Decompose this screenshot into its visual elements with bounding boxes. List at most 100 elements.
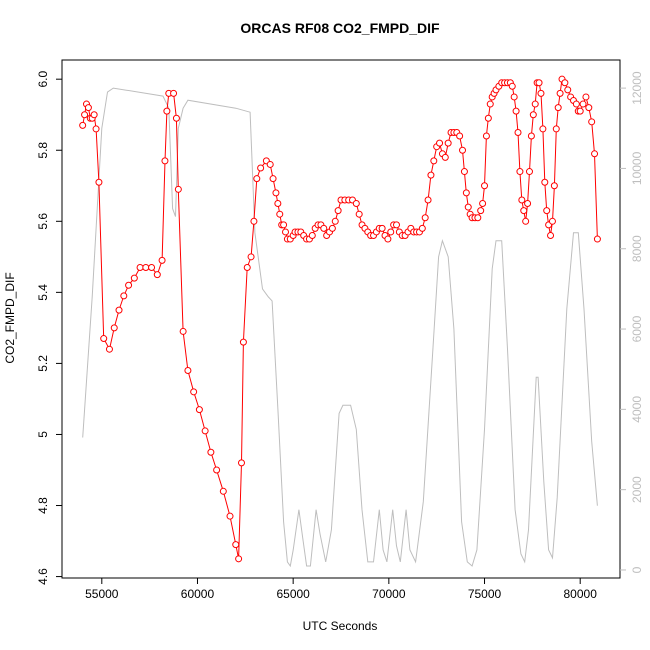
x-tick-label: 60000	[181, 587, 215, 601]
data-point	[195, 406, 203, 414]
data-point	[163, 107, 171, 115]
data-point	[537, 89, 545, 97]
data-point	[477, 207, 485, 215]
data-point	[556, 89, 564, 97]
data-point	[481, 182, 489, 190]
data-point	[548, 217, 556, 225]
data-point	[529, 111, 537, 119]
data-point	[421, 214, 429, 222]
data-point	[105, 345, 113, 353]
data-point	[579, 100, 587, 108]
data-point	[81, 111, 89, 119]
series-line	[82, 78, 598, 559]
data-point	[115, 306, 123, 314]
plot-box	[61, 59, 621, 579]
data-point	[100, 335, 108, 343]
data-point	[484, 114, 492, 122]
data-point	[593, 235, 601, 243]
x-tick-label: 70000	[372, 587, 406, 601]
data-point	[207, 448, 215, 456]
y2-tick-label: 4000	[630, 396, 644, 423]
data-point	[516, 168, 524, 176]
data-point	[320, 224, 328, 232]
data-point	[161, 157, 169, 165]
data-point	[547, 232, 555, 240]
y-tick-label: 5.4	[36, 284, 50, 301]
data-point	[170, 89, 178, 97]
data-point	[179, 327, 187, 335]
y-tick-label: 5.2	[36, 355, 50, 372]
y2-tick-label: 8000	[630, 235, 644, 262]
data-point	[237, 459, 245, 467]
data-point	[441, 153, 449, 161]
data-point	[527, 132, 535, 140]
data-point	[518, 196, 526, 204]
data-point	[79, 121, 87, 129]
data-point	[158, 256, 166, 264]
y2-tick-label: 12000	[630, 71, 644, 105]
data-point	[424, 196, 432, 204]
data-point	[219, 487, 227, 495]
data-point	[418, 224, 426, 232]
y-axis-label: CO2_FMPD_DIF	[3, 272, 17, 363]
y-tick-label: 4.8	[36, 497, 50, 514]
data-point	[456, 132, 464, 140]
series-line	[82, 87, 598, 568]
data-point	[462, 189, 470, 197]
chart-title: ORCAS RF08 CO2_FMPD_DIF	[240, 20, 440, 36]
data-point	[95, 178, 103, 186]
data-point	[172, 114, 180, 122]
data-point	[201, 427, 209, 435]
data-point	[235, 555, 243, 563]
data-point	[257, 164, 265, 172]
data-point	[564, 86, 572, 94]
data-point	[460, 168, 468, 176]
data-point	[510, 93, 518, 101]
data-point	[250, 217, 258, 225]
data-point	[328, 224, 336, 232]
y-tick-label: 5	[36, 431, 50, 438]
data-point	[512, 107, 520, 115]
data-point	[110, 324, 118, 332]
data-point	[84, 104, 92, 112]
y-tick-label: 6.0	[36, 71, 50, 88]
data-point	[334, 207, 342, 215]
data-point	[522, 217, 530, 225]
y2-tick-label: 0	[630, 566, 644, 573]
y2-tick-label: 10000	[630, 151, 644, 185]
y-tick-label: 4.6	[36, 568, 50, 585]
data-point	[308, 232, 316, 240]
data-point	[514, 128, 522, 136]
data-point	[525, 168, 533, 176]
x-tick-label: 55000	[85, 587, 119, 601]
data-point	[92, 125, 100, 133]
data-point	[392, 221, 400, 229]
data-point	[136, 263, 144, 271]
data-point	[232, 541, 240, 549]
data-point	[535, 79, 543, 87]
data-point	[266, 160, 274, 168]
data-point	[552, 125, 560, 133]
data-point	[184, 367, 192, 375]
y-tick-label: 5.6	[36, 213, 50, 230]
data-point	[508, 82, 516, 90]
data-point	[572, 100, 580, 108]
data-point	[436, 139, 444, 147]
x-axis-label: UTC Seconds	[303, 619, 378, 633]
data-point	[550, 182, 558, 190]
data-point	[90, 111, 98, 119]
data-point	[125, 281, 133, 289]
data-point	[430, 157, 438, 165]
data-point	[486, 100, 494, 108]
data-point	[582, 93, 590, 101]
data-point	[239, 338, 247, 346]
data-point	[464, 203, 472, 211]
data-point	[561, 79, 569, 87]
data-point	[543, 207, 551, 215]
data-point	[120, 292, 128, 300]
data-point	[585, 104, 593, 112]
data-point	[520, 207, 528, 215]
data-point	[524, 200, 532, 208]
data-point	[213, 466, 221, 474]
data-point	[280, 221, 288, 229]
